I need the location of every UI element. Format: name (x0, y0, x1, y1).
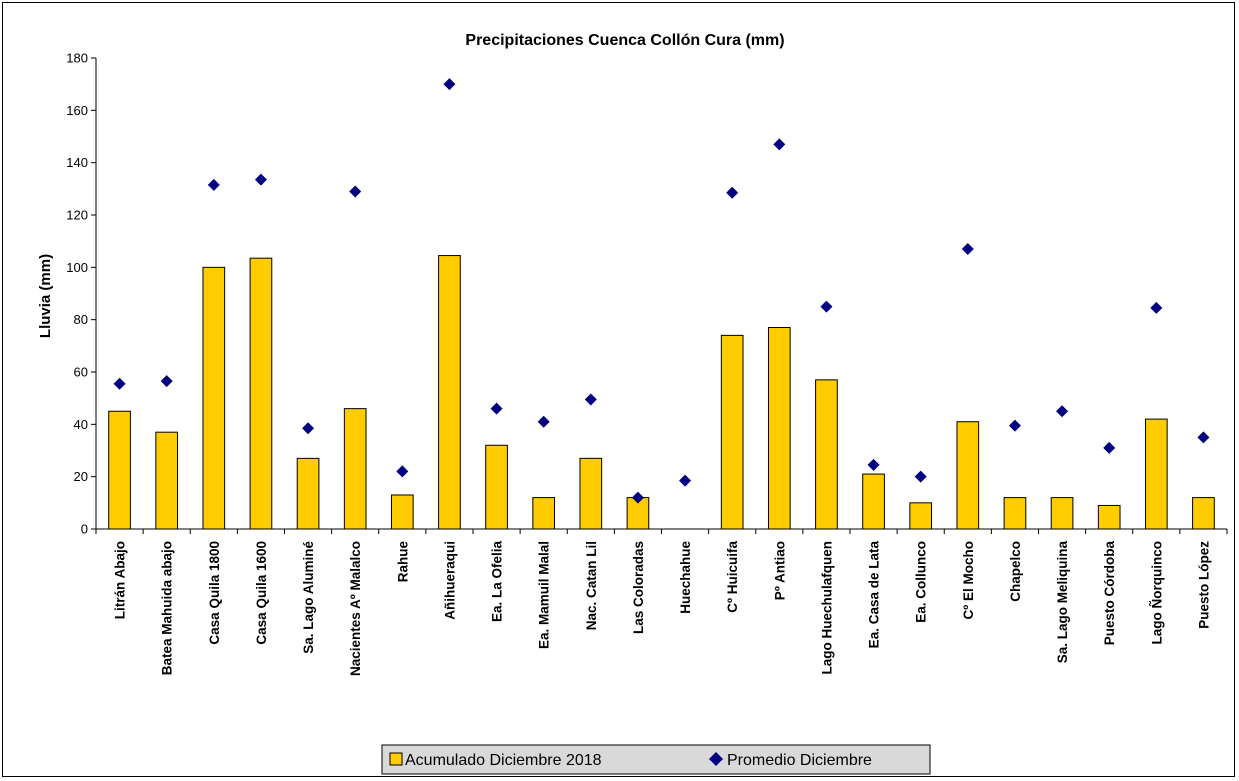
point-promedio (254, 173, 267, 186)
bar-acumulado (1003, 497, 1027, 530)
y-tick-label: 20 (74, 469, 88, 484)
y-tick-label: 180 (66, 51, 88, 66)
x-category-label: Lago Huechulafquen (819, 541, 834, 675)
x-category-label: Nacientes Aº Malalco (348, 541, 363, 676)
x-category-label: Sa. Lago Meliquina (1055, 541, 1070, 664)
point-promedio (207, 178, 220, 191)
bar-acumulado (815, 379, 838, 530)
x-category-label: Casa Quila 1600 (254, 541, 269, 645)
x-category-label: Nac. Catan Lil (584, 541, 599, 630)
point-promedio (396, 465, 409, 478)
bar-acumulado (155, 431, 179, 530)
legend: Acumulado Diciembre 2018 Promedio Diciem… (381, 744, 931, 775)
point-promedio (1197, 431, 1210, 444)
point-promedio (1008, 419, 1021, 432)
point-promedio (867, 458, 880, 471)
bar-acumulado (343, 408, 367, 530)
legend-bar-swatch (389, 752, 403, 766)
x-category-label: Ea. La Ofelia (490, 541, 505, 623)
bar-acumulado (438, 255, 461, 530)
x-category-label: Pº Antiao (772, 541, 787, 600)
y-tick-label: 100 (66, 260, 88, 275)
y-tick-label: 160 (66, 103, 88, 118)
y-axis-title: Lluvia (mm) (37, 254, 54, 338)
bar-acumulado (1144, 418, 1168, 530)
x-category-label: Cº El Mocho (961, 541, 976, 619)
bar-acumulado (296, 457, 320, 530)
bar-acumulado (720, 334, 744, 530)
point-promedio (914, 470, 927, 483)
bar-acumulado (1050, 497, 1074, 530)
y-tick-label: 140 (66, 155, 88, 170)
point-promedio (113, 377, 126, 390)
point-promedio (1150, 301, 1163, 314)
x-category-label: Casa Quila 1800 (207, 541, 222, 645)
y-tick-label: 80 (74, 312, 88, 327)
plot-area: 0 20 40 60 80 100 120 140 160 180 Litrán Abajo Bate… (66, 51, 1228, 676)
point-promedio (679, 474, 692, 487)
bar-acumulado (202, 266, 226, 530)
legend-diamond-marker (709, 752, 723, 766)
bar-acumulado (1192, 497, 1215, 530)
x-category-label: Puesto López (1196, 541, 1211, 629)
x-category-label: Lago Ñorquinco (1149, 541, 1164, 645)
point-promedio (490, 402, 503, 415)
x-category-label: Puesto Córdoba (1102, 541, 1117, 646)
x-category-label: Litrán Abajo (113, 541, 128, 619)
bar-acumulado (767, 327, 791, 530)
bar-acumulado (485, 444, 508, 530)
bar-acumulado (909, 502, 933, 530)
bar-acumulado (862, 473, 885, 530)
point-promedio (160, 375, 173, 388)
point-promedio (443, 78, 456, 91)
legend-box (381, 744, 931, 775)
bar-acumulado (1097, 504, 1121, 530)
bar-acumulado (532, 497, 556, 530)
x-category-label: Añihueraqui (442, 541, 457, 620)
point-promedio (537, 415, 550, 428)
x-category-label: Sa. Lago Aluminé (301, 541, 316, 654)
bar-acumulado (108, 410, 131, 530)
bar-acumulado (249, 257, 273, 530)
x-category-label: Rahue (395, 541, 410, 583)
bar-acumulado (956, 421, 980, 530)
y-tick-label: 60 (74, 365, 88, 380)
y-tick-label: 40 (74, 417, 88, 432)
x-category-label: Huechahue (678, 541, 693, 614)
x-category-label: Ea. Collunco (914, 541, 929, 623)
x-category-label: Chapelco (1008, 541, 1023, 602)
y-tick-label: 120 (66, 208, 88, 223)
x-category-label: Cº Huicuifa (725, 541, 740, 613)
point-promedio (820, 300, 833, 313)
point-promedio (1103, 441, 1116, 454)
x-category-label: Batea Mahuida abajo (160, 541, 175, 675)
point-promedio (302, 422, 315, 435)
point-promedio (961, 243, 974, 256)
legend-label-promedio: Promedio Diciembre (727, 752, 872, 769)
point-promedio (1056, 405, 1069, 418)
point-promedio (726, 186, 739, 199)
bar-acumulado (579, 457, 603, 530)
point-promedio (584, 393, 597, 406)
chart-title: Precipitaciones Cuenca Collón Cura (mm) (465, 32, 784, 49)
point-promedio (631, 491, 644, 504)
x-category-label: Ea. Mamuil Malal (537, 541, 552, 649)
legend-label-acumulado: Acumulado Diciembre 2018 (405, 752, 602, 769)
x-category-label: Ea. Casa de Lata (867, 541, 882, 649)
bar-acumulado (390, 494, 414, 530)
x-category-label: Las Coloradas (631, 541, 646, 634)
point-promedio (349, 185, 362, 198)
y-tick-label: 0 (81, 522, 88, 537)
point-promedio (773, 138, 786, 151)
